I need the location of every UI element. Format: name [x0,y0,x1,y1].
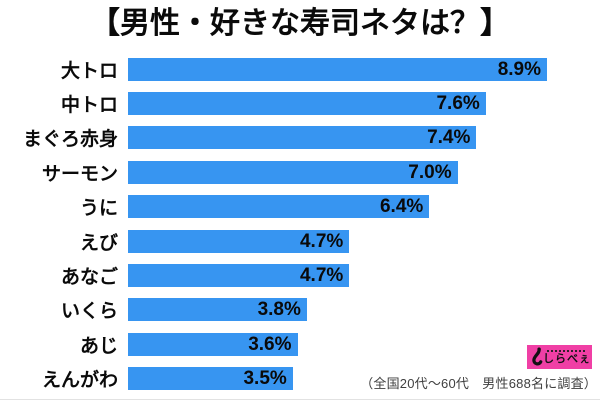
category-label: あなご [60,267,118,289]
chart-row: えんがわ 3.5% [0,362,600,396]
fishhook-icon [532,347,543,366]
chart-row: あじ 3.6% [0,327,600,361]
page-title: 【男性・好きな寿司ネタは？】 [90,7,510,40]
category-label: あじ [79,335,118,357]
bar: 8.9% [128,57,547,81]
bar: 3.8% [128,298,307,322]
chart-row: サーモン 7.0% [0,155,600,189]
value-label: 4.7% [299,265,344,287]
chart-row: まぐろ赤身 7.4% [0,121,600,155]
category-label: うに [79,198,118,220]
bar: 6.4% [128,195,430,219]
category-label: えび [79,232,118,254]
bar-chart: 大トロ 8.9% 中トロ 7.6% まぐろ赤身 7.4% サーモン 7.0% [0,52,600,396]
value-label: 7.6% [436,93,480,115]
logo-wordmark: しらべぇ [543,352,591,365]
category-label: 中トロ [60,95,118,117]
bar: 4.7% [128,264,350,288]
value-label: 4.7% [299,230,344,252]
value-label: 7.0% [408,161,452,183]
bar: 7.6% [128,92,486,116]
shirabee-logo: しらべぇ [527,345,592,369]
chart-row: うに 6.4% [0,190,600,224]
chart-row: 中トロ 7.6% [0,86,600,120]
bar: 7.4% [128,126,477,150]
logo-text-column: しらべぇ [543,349,591,365]
value-label: 3.8% [257,299,301,321]
value-label: 6.4% [379,196,424,218]
chart-row: 大トロ 8.9% [0,52,600,86]
survey-note: （全国20代～60代 男性688名に調査） [360,376,597,391]
category-label: えんがわ [41,370,118,392]
chart-row: えび 4.7% [0,224,600,258]
value-label: 8.9% [497,58,541,80]
category-label: まぐろ赤身 [22,129,118,151]
bar: 3.5% [128,367,293,391]
bar: 7.0% [128,160,458,184]
category-label: サーモン [41,163,118,185]
category-label: いくら [60,301,118,323]
value-label: 7.4% [427,127,471,149]
bar: 3.6% [128,332,298,356]
chart-row: あなご 4.7% [0,258,600,292]
chart-row: いくら 3.8% [0,293,600,327]
value-label: 3.5% [243,368,287,390]
logo-tagline-microtext [547,349,587,352]
value-label: 3.6% [248,333,292,355]
bar: 4.7% [128,229,350,253]
category-label: 大トロ [60,60,118,82]
